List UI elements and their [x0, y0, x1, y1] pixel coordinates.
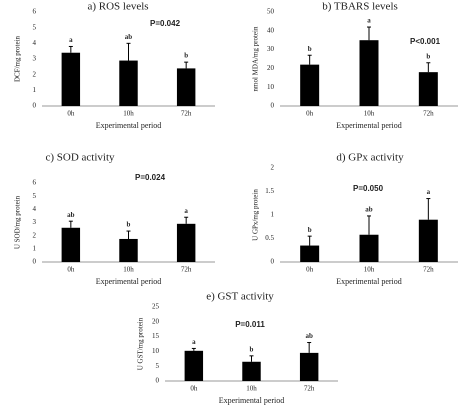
bar [359, 234, 379, 262]
significance-letter: a [192, 338, 196, 346]
y-axis-label: U GPx/mg protein [252, 189, 260, 241]
x-tick-label: 10h [364, 266, 375, 274]
bar [418, 219, 438, 262]
chart-title: b) TBARS levels [322, 1, 398, 13]
y-tick-label: 0 [271, 258, 275, 266]
y-tick-label: 6 [33, 179, 37, 187]
chart-title: d) GPx activity [336, 152, 404, 164]
significance-letter: b [308, 45, 312, 53]
y-tick-label: 2 [33, 70, 37, 78]
x-tick-label: 10h [123, 110, 134, 118]
p-value: P=0.042 [150, 19, 181, 28]
bar [418, 72, 438, 106]
y-axis-label: DCF/mg protein [14, 35, 22, 82]
y-axis-label: U GST/mg protein [137, 317, 145, 370]
x-axis-label: Experimental period [96, 277, 162, 286]
x-tick-label: 10h [246, 385, 257, 393]
y-tick-label: 40 [267, 26, 275, 34]
x-tick-label: 72h [423, 266, 434, 274]
x-tick-label: 72h [304, 385, 315, 393]
y-tick-label: 0 [33, 102, 37, 110]
y-tick-label: 10 [267, 83, 275, 91]
p-value: P=0.024 [135, 173, 166, 182]
p-value: P=0.050 [353, 184, 384, 193]
x-tick-label: 72h [181, 266, 192, 274]
significance-letter: a [69, 36, 73, 44]
p-value: P=0.011 [235, 320, 265, 329]
bar [176, 223, 196, 262]
x-tick-label: 0h [190, 385, 198, 393]
bar [299, 352, 319, 381]
y-tick-label: 15 [152, 332, 160, 340]
significance-letter: b [127, 221, 131, 229]
bar [300, 64, 320, 106]
y-tick-label: 0.5 [265, 234, 274, 242]
y-tick-label: 2 [33, 231, 37, 239]
chart-title: e) GST activity [206, 291, 274, 303]
x-axis-label: Experimental period [336, 121, 402, 130]
significance-letter: b [426, 52, 430, 60]
y-tick-label: 2 [271, 164, 275, 172]
y-axis-label: nmol MDA/mg protein [252, 26, 260, 91]
significance-letter: ab [365, 206, 373, 214]
y-tick-label: 10 [152, 347, 160, 355]
x-tick-label: 0h [67, 110, 75, 118]
y-tick-label: 5 [33, 23, 37, 31]
y-tick-label: 3 [33, 55, 37, 63]
y-tick-label: 1.5 [265, 187, 274, 195]
y-axis-label: U SOD/mg protein [14, 195, 22, 249]
y-tick-label: 5 [156, 362, 160, 370]
x-axis-label: Experimental period [96, 121, 162, 130]
significance-letter: ab [67, 211, 75, 219]
y-tick-label: 4 [33, 39, 37, 47]
chart-title: a) ROS levels [87, 1, 148, 13]
bar [119, 238, 138, 262]
x-tick-label: 0h [306, 110, 314, 118]
x-tick-label: 72h [423, 110, 434, 118]
significance-letter: ab [305, 332, 313, 340]
y-tick-label: 1 [33, 86, 37, 94]
x-tick-label: 0h [306, 266, 314, 274]
bar [242, 361, 261, 381]
y-tick-label: 6 [33, 8, 37, 16]
y-tick-label: 25 [152, 303, 160, 311]
x-axis-label: Experimental period [219, 396, 285, 405]
y-tick-label: 1 [271, 211, 275, 219]
y-tick-label: 20 [152, 317, 160, 325]
y-tick-label: 50 [267, 8, 275, 16]
y-tick-label: 5 [33, 192, 37, 200]
chart-title: c) SOD activity [45, 152, 115, 164]
y-tick-label: 20 [267, 64, 275, 72]
y-tick-label: 30 [267, 45, 275, 53]
significance-letter: b [308, 226, 312, 234]
significance-letter: a [184, 207, 188, 215]
bar [61, 227, 81, 262]
x-tick-label: 72h [181, 110, 192, 118]
bar [184, 350, 204, 381]
significance-letter: a [367, 17, 371, 25]
x-tick-label: 10h [364, 110, 375, 118]
y-tick-label: 4 [33, 205, 37, 213]
x-tick-label: 0h [67, 266, 75, 274]
bar [300, 245, 320, 262]
significance-letter: b [184, 52, 188, 60]
x-tick-label: 10h [123, 266, 134, 274]
bar [119, 60, 138, 106]
x-axis-label: Experimental period [336, 277, 402, 286]
y-tick-label: 1 [33, 244, 37, 252]
significance-letter: b [250, 345, 254, 353]
p-value: P<0.001 [410, 37, 441, 46]
significance-letter: a [427, 188, 431, 196]
y-tick-label: 0 [156, 377, 160, 385]
significance-letter: ab [125, 33, 133, 41]
bar [61, 52, 81, 106]
y-tick-label: 0 [271, 102, 275, 110]
bar [359, 40, 379, 107]
y-tick-label: 3 [33, 218, 37, 226]
bar [176, 68, 196, 106]
y-tick-label: 0 [33, 258, 37, 266]
